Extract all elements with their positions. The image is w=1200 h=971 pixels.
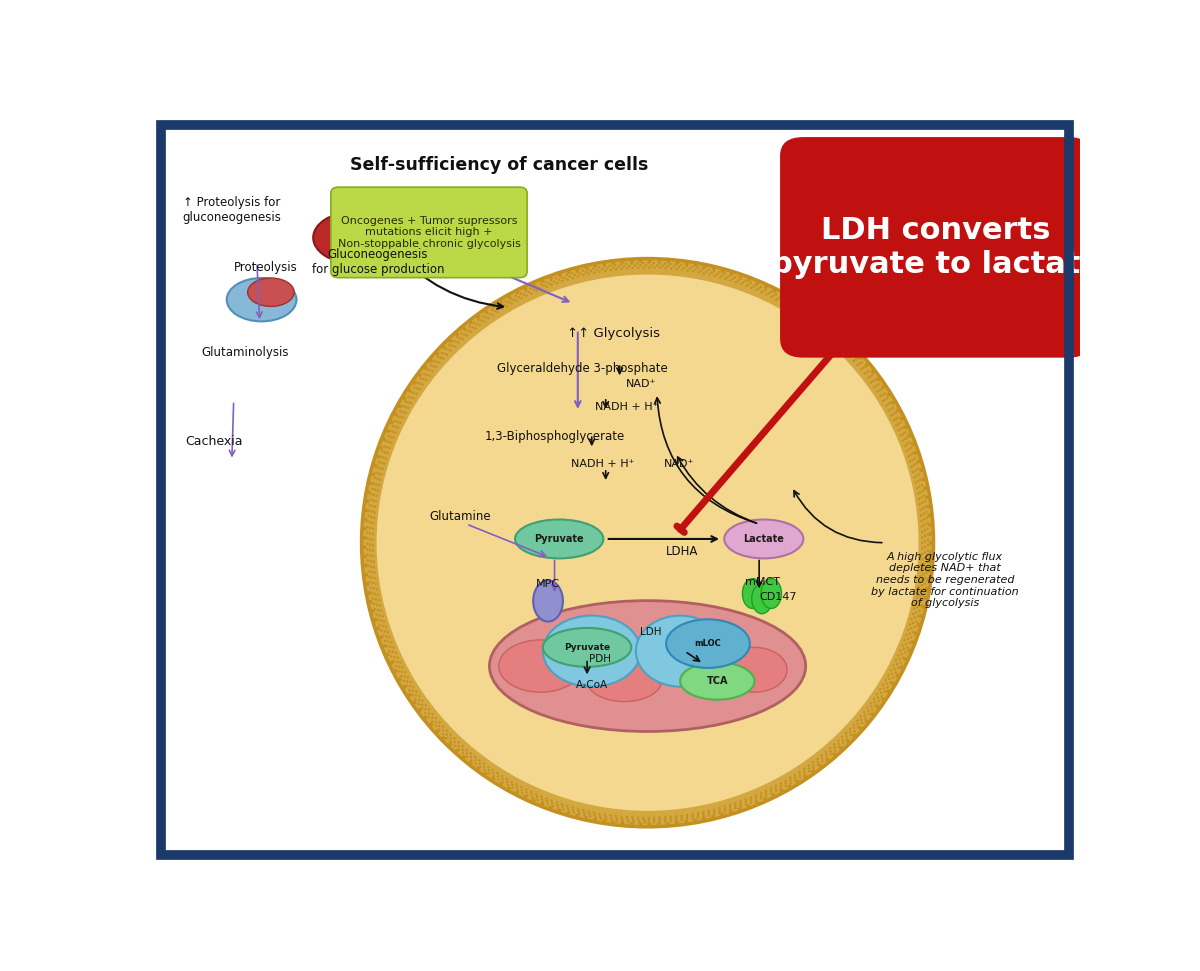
Ellipse shape — [542, 628, 631, 667]
Text: mMCT: mMCT — [745, 577, 780, 586]
Ellipse shape — [725, 519, 803, 558]
Ellipse shape — [680, 662, 755, 700]
Text: NADH + H⁺: NADH + H⁺ — [571, 459, 635, 469]
Text: A₂CoA: A₂CoA — [576, 680, 608, 689]
Text: Oncogenes + Tumor supressors
mutations elicit high +
Non-stoppable chronic glyco: Oncogenes + Tumor supressors mutations e… — [337, 216, 521, 249]
Ellipse shape — [313, 213, 392, 263]
Ellipse shape — [247, 278, 294, 307]
Ellipse shape — [354, 218, 391, 248]
Text: TCA: TCA — [707, 676, 728, 686]
Text: ↑↑ Glycolysis: ↑↑ Glycolysis — [566, 327, 660, 340]
FancyBboxPatch shape — [780, 137, 1092, 357]
Text: Proteolysis: Proteolysis — [234, 261, 298, 274]
Text: LDHA: LDHA — [666, 545, 698, 558]
Text: Glutaminolysis: Glutaminolysis — [202, 346, 289, 358]
FancyBboxPatch shape — [331, 187, 527, 278]
Text: Cachexia: Cachexia — [185, 435, 242, 449]
Text: Self-sufficiency of cancer cells: Self-sufficiency of cancer cells — [349, 156, 648, 174]
Ellipse shape — [636, 616, 725, 686]
Text: Lactate: Lactate — [743, 534, 785, 544]
Text: Gluconeogenesis
for glucose production: Gluconeogenesis for glucose production — [312, 249, 444, 277]
Ellipse shape — [751, 584, 772, 614]
Text: Pyruvate: Pyruvate — [564, 643, 610, 652]
Text: ↑ Proteolysis for
gluconeogenesis: ↑ Proteolysis for gluconeogenesis — [182, 196, 282, 224]
Ellipse shape — [666, 619, 750, 668]
Text: LDH converts
pyruvate to lactate: LDH converts pyruvate to lactate — [770, 217, 1100, 279]
Text: NAD⁺: NAD⁺ — [626, 380, 656, 389]
Text: PDH: PDH — [589, 653, 611, 663]
Ellipse shape — [722, 648, 787, 692]
Text: mLOC: mLOC — [695, 639, 721, 648]
Text: Pyruvate: Pyruvate — [534, 534, 584, 544]
Ellipse shape — [376, 274, 919, 812]
Text: A high glycolytic flux
depletes NAD+ that
needs to be regenerated
by lactate for: A high glycolytic flux depletes NAD+ tha… — [871, 552, 1019, 608]
Text: CD147: CD147 — [760, 591, 797, 601]
Ellipse shape — [743, 579, 763, 609]
Text: NADH + H⁺: NADH + H⁺ — [595, 402, 659, 412]
Ellipse shape — [542, 616, 641, 686]
Ellipse shape — [361, 258, 934, 827]
Text: Glyceraldehyde 3-phosphate: Glyceraldehyde 3-phosphate — [497, 362, 667, 375]
Ellipse shape — [490, 601, 805, 731]
Ellipse shape — [499, 640, 582, 692]
Text: 1,3-Biphosphoglycerate: 1,3-Biphosphoglycerate — [485, 430, 625, 443]
Ellipse shape — [587, 660, 661, 702]
Ellipse shape — [533, 581, 563, 621]
Text: Glutamine: Glutamine — [430, 510, 491, 523]
Ellipse shape — [515, 519, 604, 558]
Text: NAD⁺: NAD⁺ — [665, 459, 695, 469]
Ellipse shape — [227, 278, 296, 321]
Ellipse shape — [761, 579, 781, 609]
Text: LDH: LDH — [640, 627, 661, 637]
Text: MPC: MPC — [536, 579, 560, 588]
